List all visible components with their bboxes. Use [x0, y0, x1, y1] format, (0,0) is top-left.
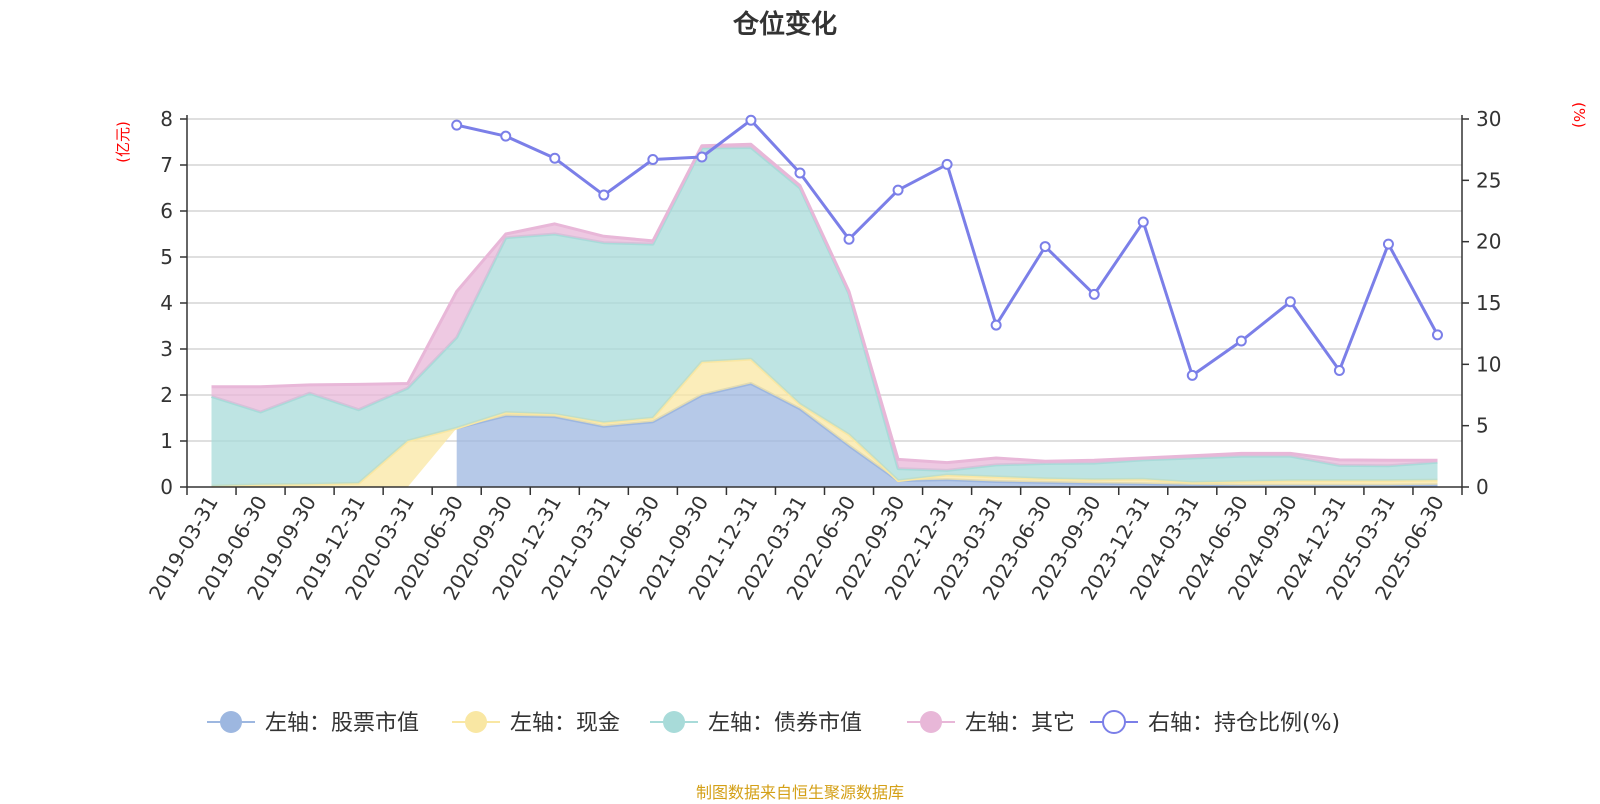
ratio-point[interactable] — [696, 151, 708, 163]
left-tick-label: 0 — [160, 475, 173, 499]
legend-marker — [663, 711, 685, 733]
legend-label: 左轴：现金 — [510, 711, 620, 736]
ratio-point[interactable] — [745, 114, 757, 126]
ratio-point[interactable] — [500, 130, 512, 142]
legend-marker — [220, 711, 242, 733]
right-axis-unit: (%) — [1570, 102, 1588, 128]
left-axis-unit: (亿元) — [114, 121, 132, 163]
legend: 左轴：股票市值 左轴：现金 左轴：债券市值 左轴：其它 右轴：持仓比例(%) — [207, 710, 1340, 736]
right-tick-label: 20 — [1476, 230, 1501, 254]
data-source-note: 制图数据来自恒生聚源数据库 — [695, 783, 904, 802]
area-fill — [211, 147, 1438, 487]
ratio-point[interactable] — [1186, 369, 1198, 381]
ratio-point[interactable] — [647, 153, 659, 165]
legend-label: 左轴：债券市值 — [708, 711, 862, 736]
legend-marker — [920, 711, 942, 733]
right-tick-label: 15 — [1476, 291, 1501, 315]
ratio-point[interactable] — [1431, 329, 1443, 341]
ratio-point[interactable] — [843, 233, 855, 245]
right-tick-label: 0 — [1476, 475, 1489, 499]
ratio-point[interactable] — [451, 119, 463, 131]
legend-item[interactable]: 左轴：股票市值 — [207, 711, 419, 736]
legend-label: 左轴：股票市值 — [265, 711, 419, 736]
left-tick-label: 1 — [160, 429, 173, 453]
ratio-point[interactable] — [1039, 241, 1051, 253]
legend-item[interactable]: 左轴：其它 — [907, 711, 1075, 736]
chart-title: 仓位变化 — [732, 9, 837, 40]
legend-item[interactable]: 左轴：现金 — [452, 711, 620, 736]
area-edge — [211, 142, 1438, 465]
area-fill — [456, 383, 1438, 487]
area-fill — [211, 359, 1438, 487]
right-tick-label: 25 — [1476, 168, 1501, 192]
left-tick-label: 7 — [160, 153, 173, 177]
ratio-point[interactable] — [1137, 216, 1149, 228]
right-tick-label: 30 — [1476, 107, 1501, 131]
legend-label: 左轴：其它 — [965, 711, 1075, 736]
ratio-point[interactable] — [1235, 335, 1247, 347]
ratio-point[interactable] — [1284, 296, 1296, 308]
ratio-point[interactable] — [892, 184, 904, 196]
ratio-point[interactable] — [794, 167, 806, 179]
legend-label: 右轴：持仓比例(%) — [1148, 711, 1340, 736]
legend-item[interactable]: 右轴：持仓比例(%) — [1090, 710, 1340, 736]
ratio-point[interactable] — [549, 152, 561, 164]
left-tick-label: 3 — [160, 337, 173, 361]
right-tick-label: 5 — [1476, 414, 1489, 438]
legend-marker — [1102, 710, 1126, 734]
legend-marker — [465, 711, 487, 733]
stacked-areas — [211, 142, 1438, 488]
ratio-point[interactable] — [990, 319, 1002, 331]
ratio-point[interactable] — [1088, 288, 1100, 300]
ratio-point[interactable] — [941, 158, 953, 170]
right-tick-label: 10 — [1476, 352, 1501, 376]
ratio-line — [451, 114, 1443, 381]
ratio-point[interactable] — [598, 189, 610, 201]
left-tick-label: 4 — [160, 291, 173, 315]
ratio-point[interactable] — [1333, 364, 1345, 376]
ratio-point[interactable] — [1382, 238, 1394, 250]
area-fill — [211, 144, 1438, 471]
left-tick-label: 8 — [160, 107, 173, 131]
left-tick-label: 5 — [160, 245, 173, 269]
legend-item[interactable]: 左轴：债券市值 — [650, 711, 862, 736]
left-tick-label: 2 — [160, 383, 173, 407]
left-tick-label: 6 — [160, 199, 173, 223]
